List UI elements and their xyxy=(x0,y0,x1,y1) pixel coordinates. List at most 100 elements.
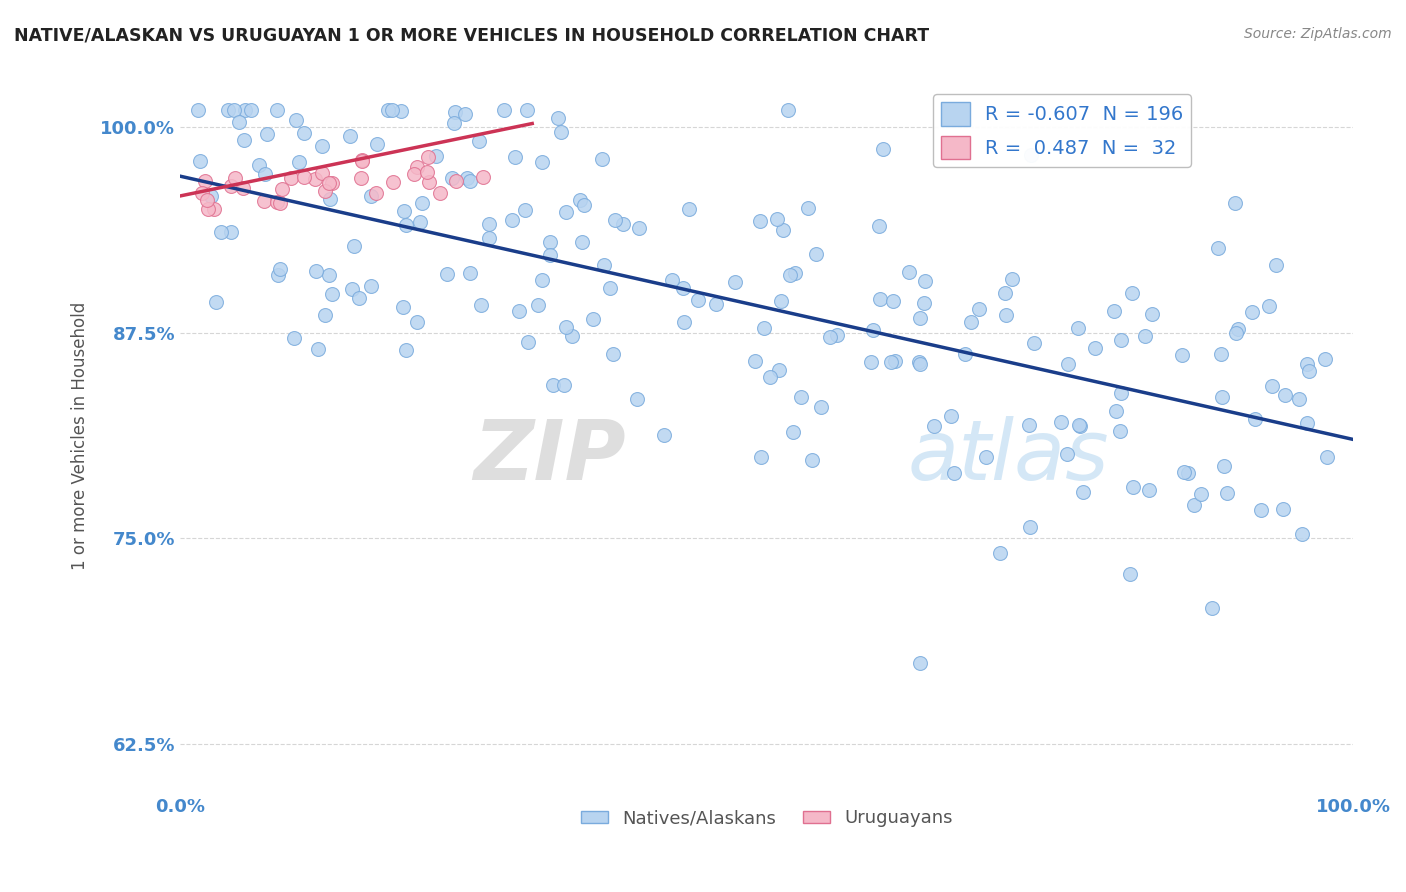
Point xyxy=(772,222,794,236)
Text: atlas: atlas xyxy=(908,417,1109,498)
Point xyxy=(749,450,772,464)
Point xyxy=(470,298,492,312)
Point xyxy=(593,258,616,272)
Point xyxy=(436,267,458,281)
Point xyxy=(591,152,613,166)
Point xyxy=(477,231,499,245)
Point xyxy=(292,127,315,141)
Point xyxy=(572,198,595,212)
Point xyxy=(395,343,418,358)
Point xyxy=(626,392,648,406)
Point xyxy=(724,275,747,289)
Point xyxy=(409,215,432,229)
Point xyxy=(478,218,501,232)
Point xyxy=(311,166,333,180)
Point xyxy=(827,328,849,343)
Point xyxy=(381,103,404,118)
Point xyxy=(603,212,626,227)
Point xyxy=(1133,329,1156,343)
Point xyxy=(217,103,239,118)
Point xyxy=(912,296,935,310)
Point xyxy=(1226,322,1249,336)
Point xyxy=(1084,341,1107,355)
Point xyxy=(501,213,523,227)
Point xyxy=(768,363,790,377)
Point xyxy=(1142,307,1164,321)
Point xyxy=(1291,527,1313,541)
Point xyxy=(976,450,998,464)
Point xyxy=(554,320,576,334)
Point xyxy=(1056,357,1078,371)
Point xyxy=(240,103,263,118)
Point xyxy=(801,452,824,467)
Point xyxy=(1274,388,1296,402)
Point xyxy=(953,347,976,361)
Point xyxy=(1316,450,1339,464)
Point xyxy=(661,272,683,286)
Point xyxy=(304,172,326,186)
Point xyxy=(1211,390,1233,404)
Point xyxy=(1225,196,1247,211)
Point xyxy=(392,301,415,315)
Point xyxy=(444,105,467,120)
Point xyxy=(1109,386,1132,401)
Point xyxy=(253,167,276,181)
Point xyxy=(1019,148,1042,162)
Point xyxy=(1118,567,1140,582)
Point xyxy=(820,329,842,343)
Point xyxy=(444,174,467,188)
Point xyxy=(224,103,246,118)
Point xyxy=(785,266,807,280)
Point xyxy=(872,142,894,156)
Point xyxy=(779,268,801,282)
Point xyxy=(759,370,782,384)
Point xyxy=(416,165,439,179)
Point xyxy=(1272,501,1295,516)
Point xyxy=(1071,485,1094,500)
Point xyxy=(347,291,370,305)
Y-axis label: 1 or more Vehicles in Household: 1 or more Vehicles in Household xyxy=(72,301,89,569)
Point xyxy=(1206,241,1229,255)
Point xyxy=(778,103,800,118)
Point xyxy=(531,272,554,286)
Point xyxy=(252,194,274,209)
Point xyxy=(672,281,695,295)
Point xyxy=(402,168,425,182)
Point xyxy=(1137,483,1160,497)
Point xyxy=(1111,333,1133,347)
Point xyxy=(910,357,932,371)
Point xyxy=(418,176,440,190)
Point xyxy=(360,189,382,203)
Point xyxy=(897,265,920,279)
Point xyxy=(1022,335,1045,350)
Point xyxy=(318,176,340,190)
Point xyxy=(202,202,225,216)
Point xyxy=(1212,459,1234,474)
Point xyxy=(394,204,416,219)
Point xyxy=(782,425,804,440)
Point xyxy=(209,226,232,240)
Point xyxy=(270,182,292,196)
Point xyxy=(395,218,418,232)
Point xyxy=(308,343,330,357)
Point xyxy=(1018,418,1040,433)
Point xyxy=(553,377,575,392)
Point xyxy=(352,153,374,167)
Point xyxy=(922,419,945,434)
Point xyxy=(266,194,288,209)
Point xyxy=(538,247,561,261)
Point xyxy=(467,134,489,148)
Point xyxy=(405,161,427,175)
Point xyxy=(704,297,727,311)
Point xyxy=(1177,466,1199,480)
Point xyxy=(339,128,361,143)
Point xyxy=(228,115,250,129)
Point xyxy=(1109,424,1132,438)
Point xyxy=(988,546,1011,560)
Point xyxy=(1067,417,1090,432)
Point xyxy=(280,171,302,186)
Point xyxy=(1250,503,1272,517)
Point xyxy=(569,194,592,208)
Point xyxy=(1240,305,1263,319)
Point xyxy=(939,409,962,424)
